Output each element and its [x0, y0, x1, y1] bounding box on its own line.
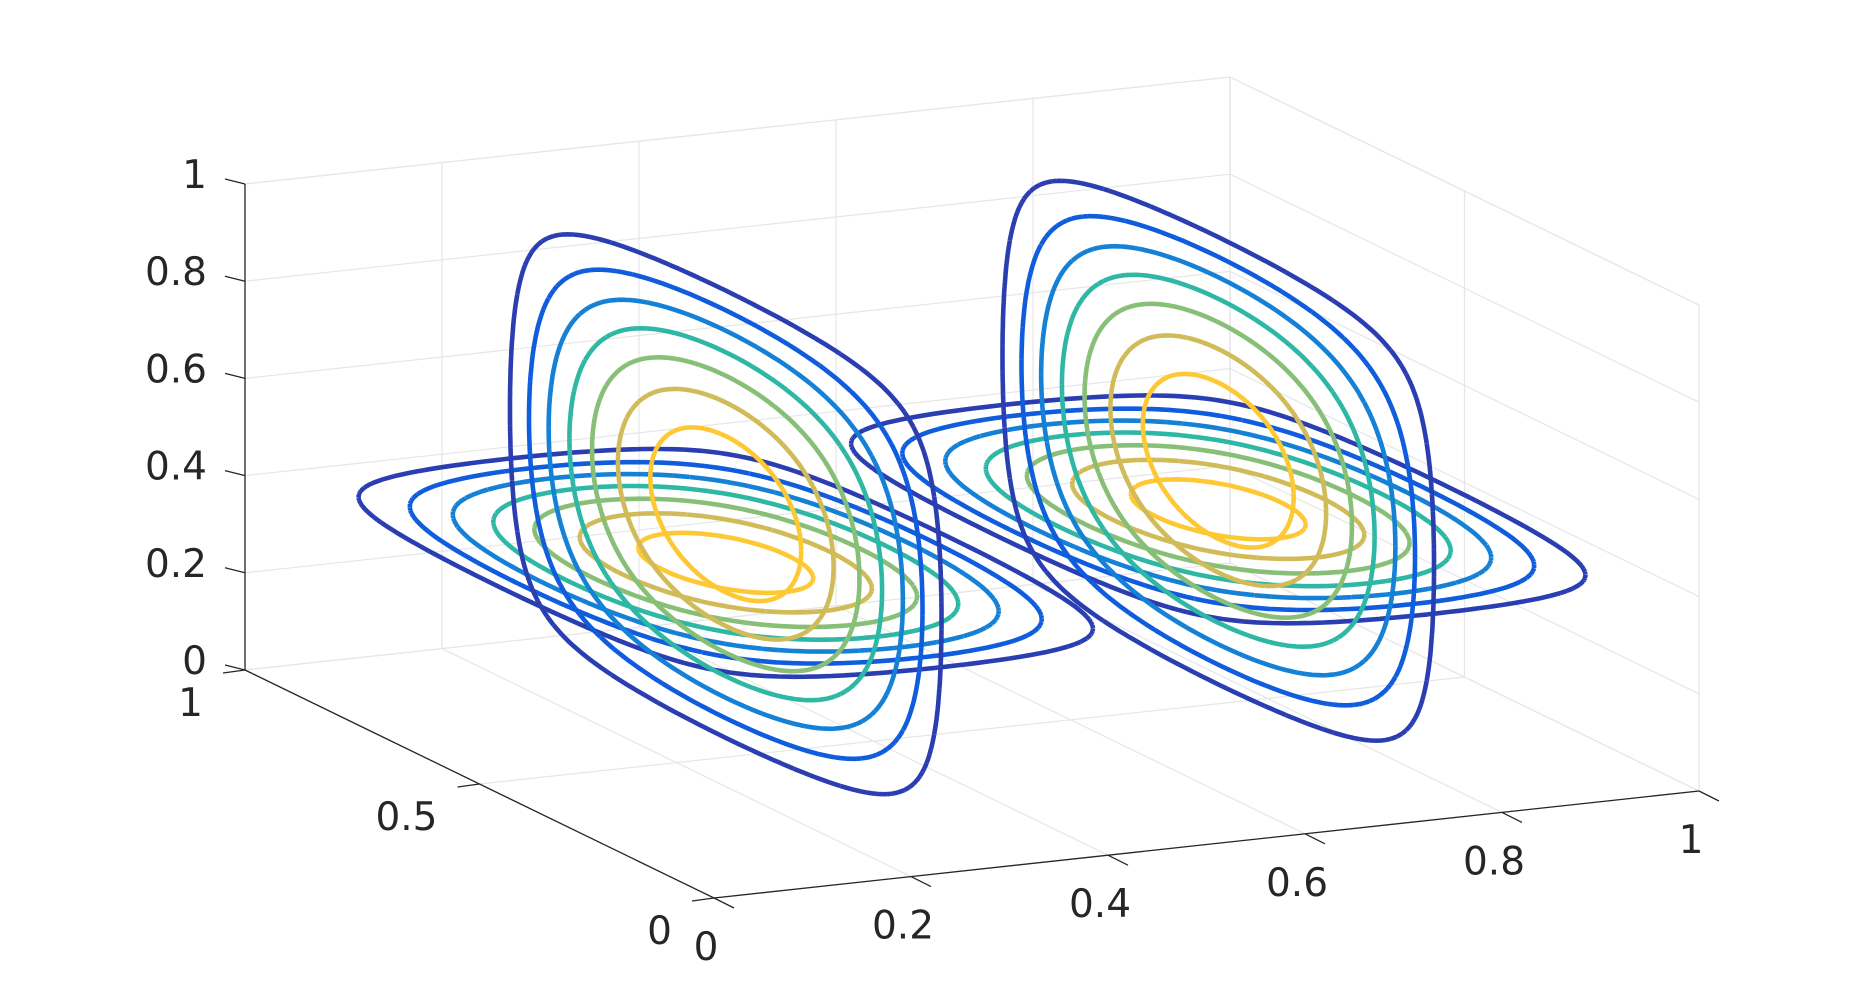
z-tick-mark-0 — [224, 664, 246, 671]
y-tick-mark-2 — [222, 669, 246, 674]
x-tick-mark-4 — [1501, 811, 1523, 823]
contour-x0-level-0.1 — [1000, 178, 1437, 743]
x-tick-label-5: 1 — [1679, 818, 1704, 863]
y-tick-mark-0 — [691, 897, 715, 902]
grid-line-floor-y-1 — [479, 676, 1465, 785]
contour-z0-level-0.6 — [577, 457, 1367, 615]
grid-line-back-z-3 — [244, 270, 1231, 379]
x-tick-label-4: 0.8 — [1463, 839, 1525, 884]
z-tick-label-1: 0.2 — [145, 542, 207, 587]
grid-layer — [244, 76, 1700, 899]
contour-z0-level-0.1 — [356, 393, 1588, 680]
z-tick-mark-2 — [224, 469, 246, 477]
y-tick-label-1: 0.5 — [375, 795, 437, 840]
z-tick-label-0: 0 — [182, 639, 207, 684]
axis-layer — [222, 178, 1720, 909]
contour-x2-level-0.6 — [615, 386, 836, 642]
x-axis-line — [713, 790, 1700, 899]
contour-layer — [356, 178, 1588, 797]
y-tick-label-0: 0 — [647, 909, 672, 954]
contour-x2-level-0.4 — [567, 326, 885, 703]
z-tick-label-4: 0.8 — [145, 250, 207, 295]
grid-line-back-z-2 — [244, 368, 1231, 477]
contour-x2-level-0.1 — [507, 232, 944, 797]
x-tick-mark-3 — [1304, 833, 1326, 845]
z-tick-label-3: 0.6 — [145, 347, 207, 392]
box-back-edges — [244, 76, 1700, 563]
x-tick-mark-0 — [713, 897, 735, 909]
x-tick-mark-2 — [1107, 854, 1129, 866]
grid-line-back-z-4 — [244, 173, 1231, 282]
z-tick-label-2: 0.4 — [145, 445, 207, 490]
contour-x0-level-0.2 — [1019, 213, 1418, 708]
grid-line-floor-y-2 — [244, 562, 1231, 671]
y-tick-mark-1 — [457, 783, 480, 788]
contour-x0-level-0.4 — [1059, 272, 1377, 649]
contour-x0-level-0.5 — [1082, 301, 1355, 620]
z-tick-label-5: 1 — [182, 153, 207, 198]
x-tick-label-0: 0 — [694, 925, 719, 970]
contour-x0-level-0.7 — [1140, 371, 1296, 550]
x-tick-mark-5 — [1698, 790, 1720, 802]
z-tick-mark-5 — [224, 178, 246, 185]
x-tick-mark-1 — [910, 876, 932, 888]
y-tick-label-2: 1 — [178, 681, 203, 726]
x-tick-label-2: 0.4 — [1069, 882, 1131, 927]
z-tick-mark-4 — [224, 275, 246, 282]
z-tick-mark-1 — [224, 567, 246, 574]
contour-x2-level-0.7 — [648, 425, 804, 604]
contour-x2-level-0.3 — [546, 297, 906, 732]
contour-z0-level-0.5 — [532, 442, 1412, 630]
contour-x0-level-0.3 — [1038, 243, 1398, 678]
contour-x2-level-0.5 — [589, 355, 862, 674]
contour-x2-level-0.2 — [526, 267, 925, 762]
contour-x0-level-0.6 — [1108, 333, 1329, 589]
x-tick-label-3: 0.6 — [1266, 861, 1328, 906]
z-tick-mark-3 — [224, 372, 246, 380]
x-tick-label-1: 0.2 — [872, 904, 934, 949]
